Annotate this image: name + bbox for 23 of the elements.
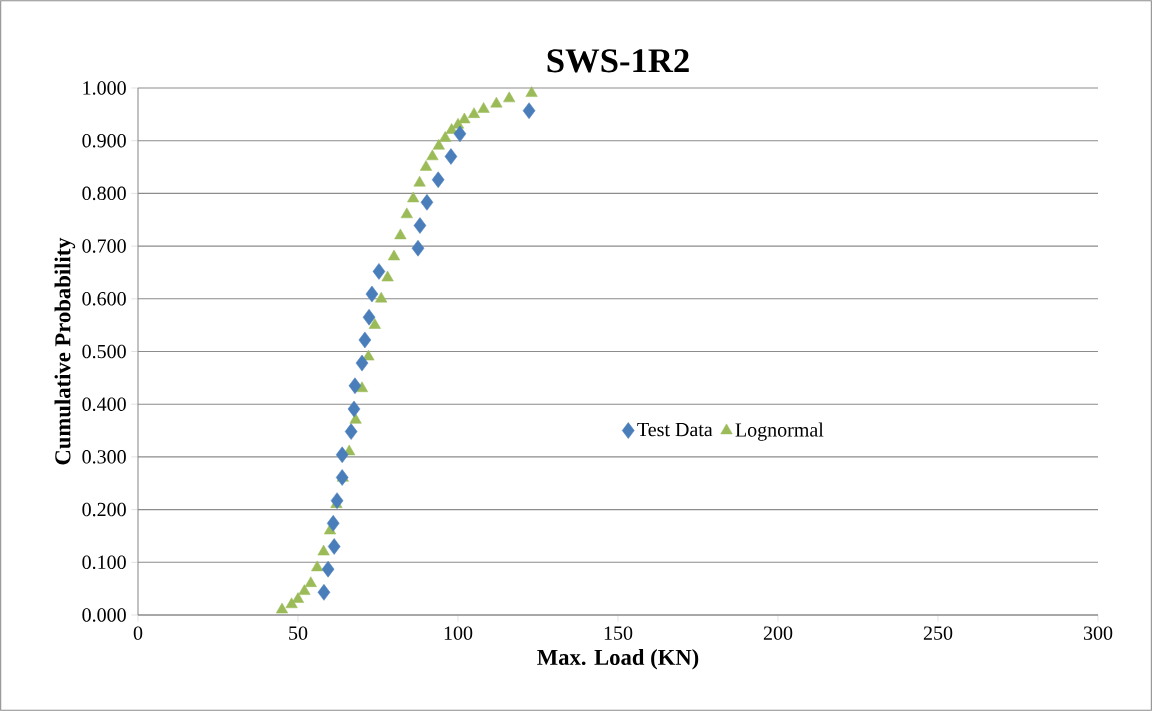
chart-title: SWS-1R2 <box>547 49 689 73</box>
x-tick-label: 200 <box>763 626 793 640</box>
y-tick-label: 0.100 <box>82 555 126 570</box>
y-tick-label: 0.700 <box>82 239 126 253</box>
y-tick-label: 0.500 <box>82 344 126 359</box>
y-axis-title: Cumulative Probability <box>54 237 76 465</box>
y-tick-label: 0.200 <box>82 502 126 517</box>
x-tick-label: 250 <box>923 626 953 640</box>
y-tick-label: 0.300 <box>82 450 126 464</box>
y-tick-label: 0.900 <box>82 133 126 148</box>
y-tick-label: 0.600 <box>82 292 126 306</box>
x-tick-label: 50 <box>289 626 308 640</box>
x-tick-label: 0 <box>133 626 143 640</box>
y-tick-label: 0.800 <box>82 186 126 201</box>
legend-label: Test Data <box>637 423 713 437</box>
y-tick-label: 1.000 <box>83 81 126 95</box>
y-tick-label: 0.400 <box>82 397 126 411</box>
legend-label: Lognormal <box>735 422 824 441</box>
x-tick-label: 150 <box>604 626 633 640</box>
x-tick-label: 300 <box>1083 626 1113 640</box>
x-axis-title: Max. Load (KN) <box>537 649 699 670</box>
y-tick-label: 0.000 <box>82 608 126 622</box>
x-tick-label: 100 <box>444 626 473 640</box>
